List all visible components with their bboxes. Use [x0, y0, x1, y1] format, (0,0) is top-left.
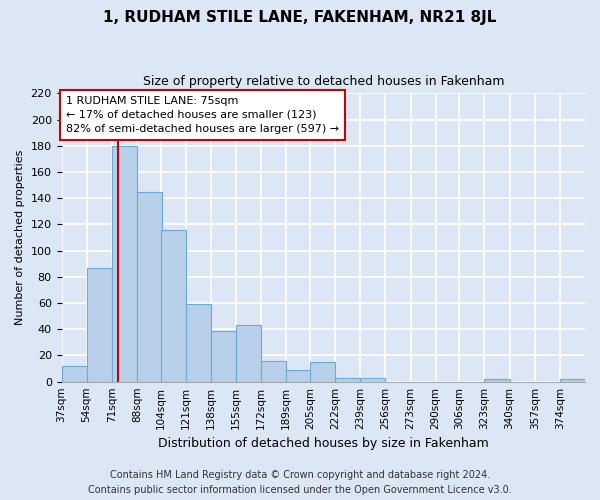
Title: Size of property relative to detached houses in Fakenham: Size of property relative to detached ho…	[143, 75, 504, 88]
Bar	[560, 379, 585, 382]
Bar	[310, 362, 335, 382]
Bar	[335, 378, 360, 382]
Bar	[211, 330, 236, 382]
Bar	[112, 146, 137, 382]
Bar	[286, 370, 311, 382]
Text: Contains HM Land Registry data © Crown copyright and database right 2024.
Contai: Contains HM Land Registry data © Crown c…	[88, 470, 512, 495]
Bar	[86, 268, 112, 382]
Bar	[261, 360, 286, 382]
Bar	[137, 192, 162, 382]
Bar	[236, 326, 261, 382]
Bar	[62, 366, 86, 382]
Bar	[161, 230, 186, 382]
Y-axis label: Number of detached properties: Number of detached properties	[15, 150, 25, 325]
Bar	[186, 304, 211, 382]
Bar	[484, 379, 509, 382]
X-axis label: Distribution of detached houses by size in Fakenham: Distribution of detached houses by size …	[158, 437, 488, 450]
Text: 1, RUDHAM STILE LANE, FAKENHAM, NR21 8JL: 1, RUDHAM STILE LANE, FAKENHAM, NR21 8JL	[103, 10, 497, 25]
Text: 1 RUDHAM STILE LANE: 75sqm
← 17% of detached houses are smaller (123)
82% of sem: 1 RUDHAM STILE LANE: 75sqm ← 17% of deta…	[66, 96, 339, 134]
Bar	[360, 378, 385, 382]
